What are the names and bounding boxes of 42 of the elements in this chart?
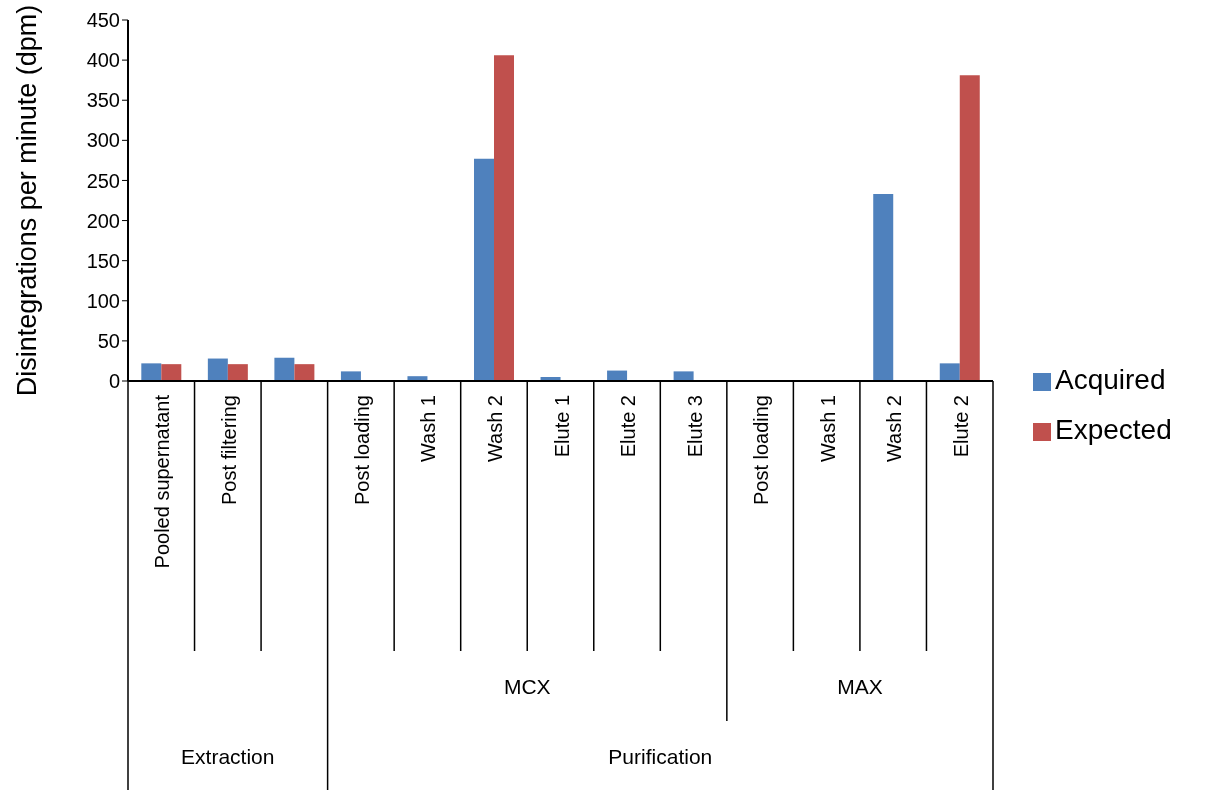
x-tick-label: Elute 2	[617, 395, 640, 458]
bar	[207, 358, 228, 381]
text: MAX	[837, 675, 883, 698]
y-tick-label: 150	[86, 249, 120, 272]
x-tick-label: Wash 1	[816, 395, 839, 463]
y-tick-label: 300	[86, 129, 120, 152]
x-tick-label: Pooled supernatant	[151, 394, 174, 569]
text: MCX	[503, 675, 551, 698]
bar	[939, 363, 960, 381]
bar	[141, 363, 162, 381]
y-tick-label: 0	[108, 370, 120, 393]
y-tick-label: 100	[86, 289, 120, 312]
bar	[474, 158, 494, 381]
x-tick-label: Wash 2	[883, 395, 906, 463]
bar	[673, 371, 694, 381]
x-tick-label: Wash 2	[483, 395, 506, 463]
bar	[294, 364, 315, 381]
text: Extraction	[181, 744, 275, 768]
x-tick-label: Wash 1	[417, 395, 440, 463]
x-tick-label: Elute 2	[949, 395, 972, 458]
x-tick-label: Elute 1	[550, 395, 573, 458]
x-tick-label: Elute 3	[683, 395, 706, 458]
bar	[274, 357, 295, 381]
bar	[161, 364, 182, 381]
legend-label: Acquired	[1055, 364, 1166, 395]
x-tick-label: Post loading	[750, 395, 773, 506]
legend-label: Expected	[1055, 414, 1172, 445]
y-tick-label: 50	[97, 329, 120, 352]
bar	[340, 371, 361, 381]
bar	[873, 194, 894, 381]
y-tick-label: 250	[86, 169, 120, 192]
y-tick-label: 400	[86, 49, 120, 72]
y-axis-title: Disintegrations per minute (dpm)	[12, 4, 42, 397]
y-tick-label: 450	[86, 9, 120, 32]
bar	[494, 55, 514, 381]
bar	[959, 75, 980, 381]
text: Purification	[608, 744, 713, 768]
y-tick-label: 200	[86, 209, 120, 232]
x-tick-label: Post loading	[350, 395, 373, 506]
x-tick-label: Post filtering	[217, 395, 240, 506]
y-tick-label: 350	[86, 89, 120, 112]
bar	[227, 364, 248, 381]
